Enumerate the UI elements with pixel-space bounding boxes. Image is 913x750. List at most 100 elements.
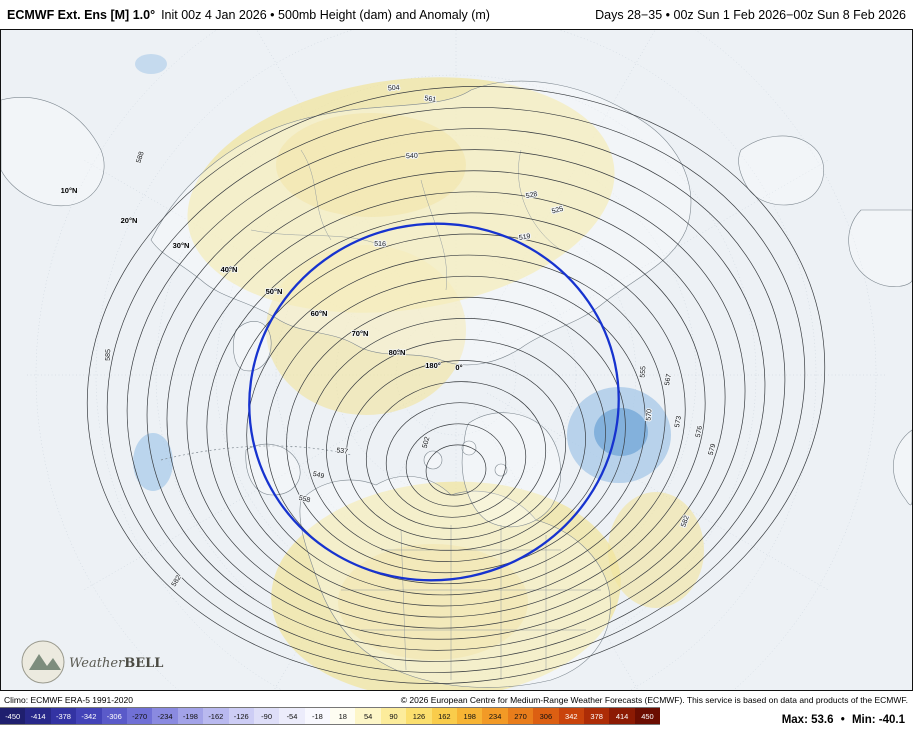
max-min-stats: Max: 53.6 • Min: -40.1	[782, 707, 913, 726]
contour-label: 519	[518, 233, 531, 242]
height-contour	[306, 318, 606, 562]
colorbar-cell: 450	[634, 708, 661, 724]
arctic-island	[423, 450, 443, 470]
colorbar-cell: -414	[25, 708, 51, 724]
country-borders	[250, 149, 562, 291]
colorbar-cell: 198	[457, 708, 483, 724]
meridian-line	[487, 392, 829, 591]
height-contour	[346, 360, 566, 540]
valid-range: Days 28−35 • 00z Sun 1 Feb 2026−00z Sun …	[595, 7, 906, 22]
latitude-label: 50°N	[266, 287, 283, 296]
contour-label: 516	[374, 241, 386, 248]
latitude-circle	[95, 30, 817, 690]
negative-anomaly-core	[594, 408, 648, 456]
contour-label: 502	[422, 436, 432, 449]
colorbar-cell: -234	[152, 708, 178, 724]
contour-label: 573	[674, 415, 683, 428]
height-contours	[86, 86, 826, 684]
coastline-kamchatka	[233, 321, 272, 372]
map-labels: 5885855825045615405285255195165025375495…	[60, 84, 719, 590]
height-contour	[186, 191, 726, 629]
min-label: Min:	[851, 714, 876, 726]
logo-word-bell: BELL	[124, 656, 163, 671]
legend-row: -450 -414 -378 -342 -306 -270 -234 -198 -162 -126…	[0, 707, 913, 726]
colorbar-cell: 54	[355, 708, 381, 724]
logo-word-weather: Weather	[69, 656, 125, 671]
map-svg: 5885855825045615405285255195165025375495…	[1, 30, 912, 690]
latitude-label: 180°	[425, 361, 441, 370]
contour-label: 528	[525, 191, 538, 200]
weatherbell-logo: WeatherBELL	[21, 640, 163, 684]
contour-label: 555	[640, 366, 648, 378]
us-state-borders	[341, 525, 601, 680]
positive-anomaly-core	[276, 113, 466, 217]
init-info: Init 00z 4 Jan 2026 • 500mb Height (dam)…	[161, 7, 490, 22]
height-contour	[126, 128, 786, 662]
model-title: ECMWF Ext. Ens [M] 1.0°	[7, 7, 156, 22]
contour-label: 504	[388, 85, 400, 93]
contour-label: 579	[708, 443, 718, 456]
coastline-scandinavia	[738, 135, 825, 206]
colorbar-cell: -54	[279, 708, 305, 724]
copyright-note: © 2026 European Centre for Medium-Range …	[400, 694, 908, 705]
height-contour	[385, 402, 527, 518]
colorbar-cell: 234	[482, 708, 508, 724]
latitude-label: 0°	[455, 363, 462, 372]
stats-separator: •	[840, 714, 845, 726]
contour-label: 570	[646, 409, 654, 421]
contour-label: 567	[664, 373, 673, 386]
height-contour	[86, 86, 826, 684]
height-contour	[405, 423, 507, 507]
colorbar-cell: 378	[583, 708, 610, 724]
colorbar-cell: -342	[76, 708, 102, 724]
contour-label: 537	[336, 447, 348, 455]
latitude-circle	[395, 314, 517, 436]
mountain-icon	[29, 654, 61, 670]
climo-note: Climo: ECMWF ERA-5 1991-2020	[4, 694, 133, 705]
latitude-circle	[35, 30, 877, 690]
contour-label: 576	[695, 425, 704, 438]
coastline-greenland	[461, 412, 561, 528]
contour-label: 561	[424, 95, 437, 104]
coastline-bottomright-edge	[893, 429, 912, 506]
meridian-line	[487, 159, 829, 358]
weather-chart-page: ECMWF Ext. Ens [M] 1.0° Init 00z 4 Jan 2…	[0, 7, 913, 726]
positive-anomaly	[266, 245, 466, 415]
colorbar-cell: -90	[253, 708, 280, 724]
colorbar-cell: -378	[50, 708, 77, 724]
latitude-label: 10°N	[61, 186, 78, 195]
height-contour	[365, 381, 547, 529]
coastline-north-america	[299, 475, 611, 688]
colorbar-cell: 162	[431, 708, 458, 724]
coastline-topleft	[1, 97, 105, 207]
height-contour	[266, 275, 646, 585]
height-contour	[425, 444, 487, 496]
attribution-row: Climo: ECMWF ERA-5 1991-2020 © 2026 Euro…	[0, 691, 913, 707]
max-value: 53.6	[811, 714, 834, 726]
height-contour	[166, 170, 746, 640]
aleutian-islands	[160, 445, 352, 461]
colorbar-cell: -198	[177, 708, 204, 724]
colorbar-cell: -126	[228, 708, 254, 724]
contour-label: 540	[406, 153, 418, 161]
height-contour	[326, 339, 586, 551]
colorbar-cell: 18	[330, 708, 356, 724]
anomaly-shading	[133, 54, 704, 690]
arctic-island	[494, 463, 508, 477]
height-contour	[206, 212, 706, 618]
map-container: 588 585 582 504 561 540 528 525 519 516 502 537 549 5…	[0, 29, 913, 691]
latitude-label: 30°N	[173, 241, 190, 250]
height-contour	[286, 296, 626, 574]
blue-540-contour	[248, 222, 620, 582]
coastline-alaska	[245, 443, 301, 496]
colorbar-cell: 90	[380, 708, 407, 724]
latitude-label: 40°N	[221, 265, 238, 274]
negative-anomaly	[133, 433, 173, 491]
colorbar-cell: 126	[406, 708, 432, 724]
arctic-island	[461, 440, 477, 456]
colorbar-cell: 414	[609, 708, 635, 724]
latitude-label: 60°N	[311, 309, 328, 318]
latitude-label: 20°N	[121, 216, 138, 225]
colorbar-cell: 342	[558, 708, 584, 724]
colorbar-cell: -270	[126, 708, 153, 724]
